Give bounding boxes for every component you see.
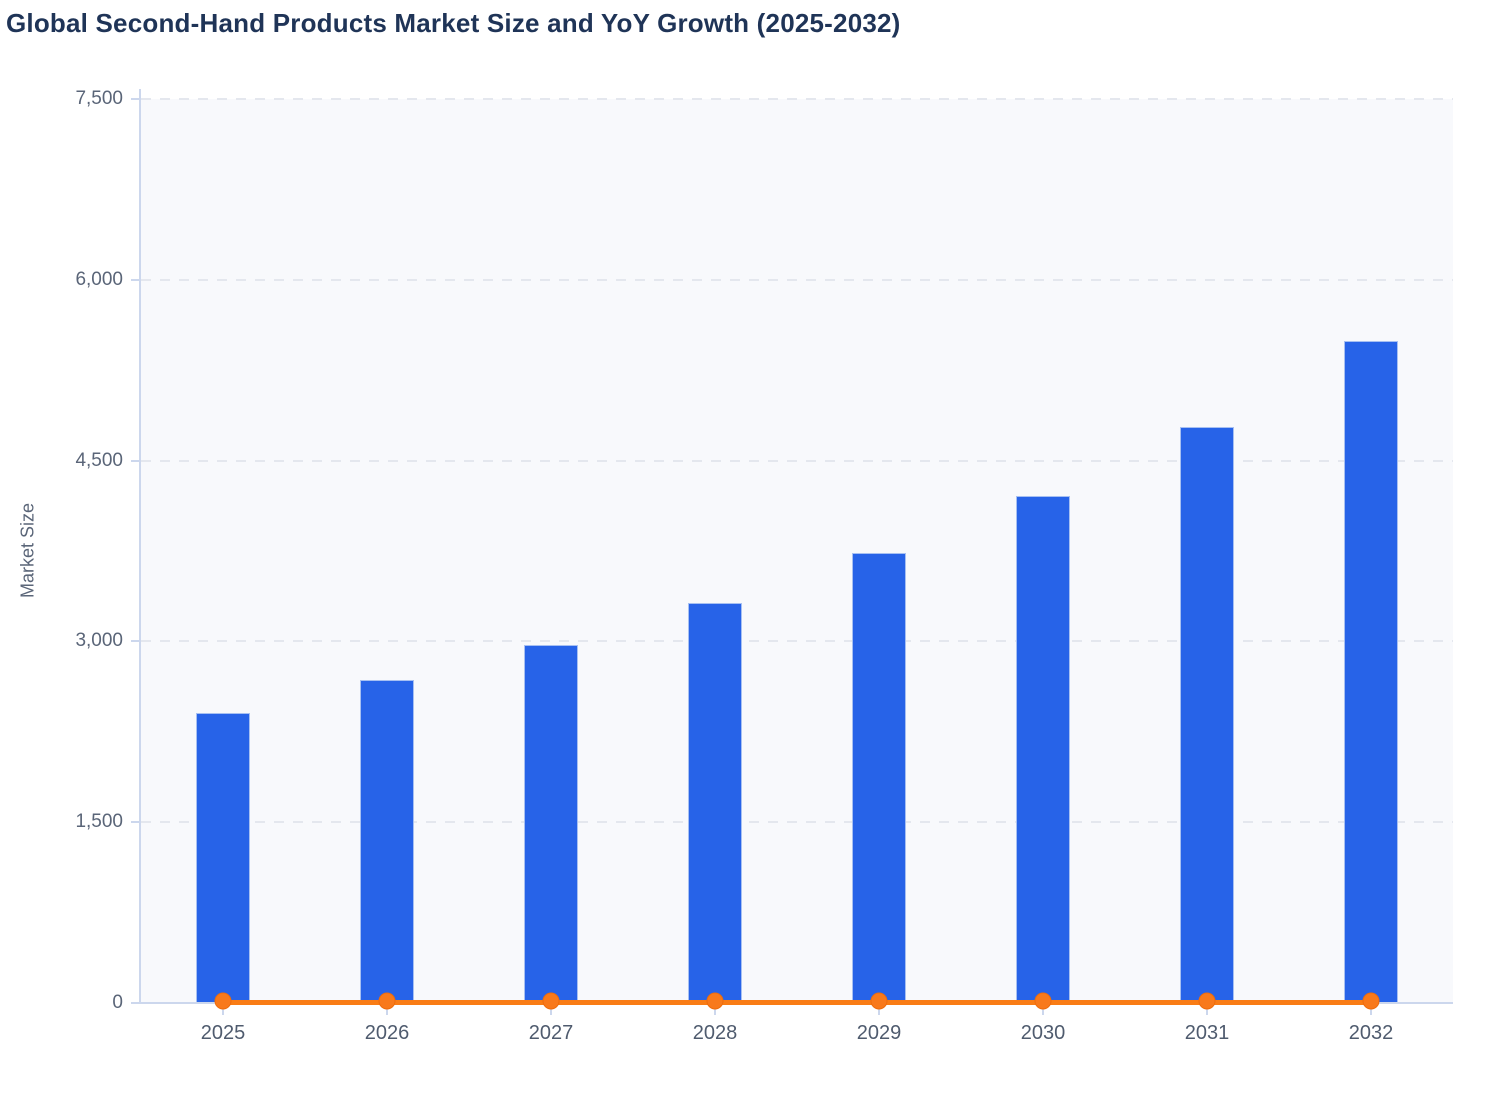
yoy-growth-point-2027 xyxy=(542,992,560,1010)
x-tick-label-2025: 2025 xyxy=(200,1022,246,1044)
x-tick-mark xyxy=(222,1004,224,1015)
bar-2032 xyxy=(1344,341,1398,1003)
gridline-1500 xyxy=(141,821,1453,824)
x-tick-mark xyxy=(714,1004,716,1015)
bar-2031 xyxy=(1180,426,1234,1003)
y-tick-mark xyxy=(131,640,140,643)
yoy-growth-point-2025 xyxy=(214,992,232,1010)
yoy-growth-point-2028 xyxy=(706,992,724,1010)
x-tick-mark xyxy=(550,1004,552,1015)
bar-2028 xyxy=(688,602,742,1003)
gridline-4500 xyxy=(141,459,1453,462)
x-tick-label-2031: 2031 xyxy=(1184,1022,1230,1044)
x-tick-label-2032: 2032 xyxy=(1348,1022,1394,1044)
bar-2029 xyxy=(852,553,906,1003)
x-tick-label-2027: 2027 xyxy=(528,1022,574,1044)
x-tick-mark xyxy=(1042,1004,1044,1015)
y-tick-label: 4,500 xyxy=(75,449,123,471)
yoy-growth-line xyxy=(223,1000,1371,1005)
bar-2026 xyxy=(360,679,414,1003)
gridline-3000 xyxy=(141,640,1453,643)
x-tick-mark xyxy=(1370,1004,1372,1015)
y-tick-mark xyxy=(131,98,140,100)
plot-area xyxy=(141,98,1453,1010)
x-tick-label-2029: 2029 xyxy=(856,1022,902,1044)
bar-2030 xyxy=(1016,495,1070,1003)
y-tick-label: 3,000 xyxy=(75,630,123,652)
yoy-growth-point-2029 xyxy=(870,992,888,1010)
gridline-7500 xyxy=(141,98,1453,100)
x-tick-mark xyxy=(386,1004,388,1015)
y-tick-mark xyxy=(131,459,140,462)
y-tick-mark xyxy=(131,278,140,281)
yoy-growth-point-2030 xyxy=(1034,992,1052,1010)
gridline-6000 xyxy=(141,278,1453,281)
y-tick-label: 6,000 xyxy=(75,268,123,290)
y-axis-title: Market Size xyxy=(17,502,38,599)
yoy-growth-point-2031 xyxy=(1198,992,1216,1010)
yoy-growth-point-2026 xyxy=(378,992,396,1010)
yoy-growth-point-2032 xyxy=(1362,992,1380,1010)
y-tick-label: 7,500 xyxy=(75,88,123,109)
x-tick-label-2028: 2028 xyxy=(692,1022,738,1044)
y-tick-mark xyxy=(131,1002,140,1004)
bar-2027 xyxy=(524,645,578,1003)
x-tick-label-2030: 2030 xyxy=(1020,1022,1066,1044)
x-tick-label-2026: 2026 xyxy=(364,1022,410,1044)
y-tick-label: 1,500 xyxy=(75,811,123,833)
bar-2025 xyxy=(196,712,250,1003)
y-tick-label: 0 xyxy=(112,992,123,1013)
x-tick-mark xyxy=(878,1004,880,1015)
y-axis-line xyxy=(139,89,141,1003)
chart-title: Global Second-Hand Products Market Size … xyxy=(6,8,901,38)
y-tick-mark xyxy=(131,821,140,824)
x-tick-mark xyxy=(1206,1004,1208,1015)
